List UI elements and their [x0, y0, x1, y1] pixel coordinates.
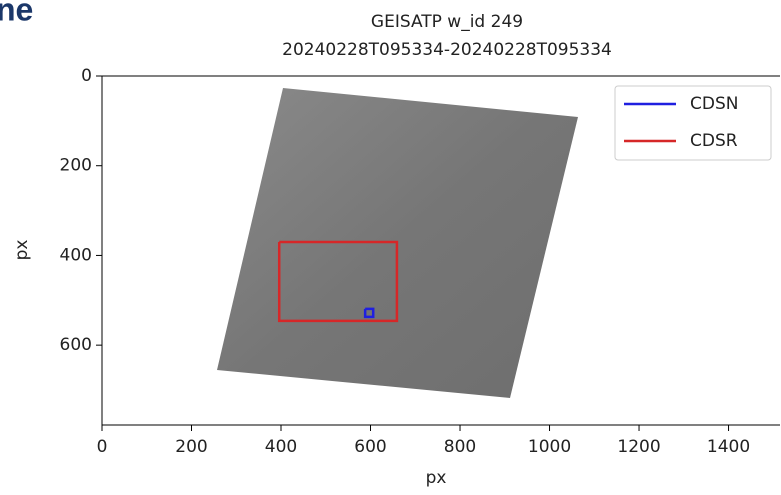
x-tick-label: 200: [175, 437, 207, 457]
legend-label: CDSR: [690, 131, 738, 151]
x-tick-label: 0: [97, 437, 108, 457]
y-tick-label: 0: [81, 66, 92, 86]
x-tick-label: 600: [354, 437, 386, 457]
x-tick-label: 1200: [617, 437, 660, 457]
chart: ne GEISATP w_id 249 20240228T095334-2024…: [0, 0, 781, 491]
y-tick-label: 400: [60, 245, 92, 265]
y-tick-label: 600: [60, 335, 92, 355]
x-tick-label: 400: [265, 437, 297, 457]
chart-title: GEISATP w_id 249: [371, 12, 523, 32]
y-tick-label: 200: [60, 156, 92, 176]
x-tick-label: 800: [444, 437, 476, 457]
x-tick-label: 1000: [528, 437, 571, 457]
x-axis-label: px: [426, 468, 447, 488]
y-axis-label: px: [12, 240, 32, 261]
chart-title: 20240228T095334-20240228T095334: [282, 40, 612, 60]
x-tick-label: 1400: [707, 437, 750, 457]
legend: CDSN CDSR: [615, 86, 771, 160]
legend-label: CDSN: [690, 94, 738, 114]
page-heading: ne: [0, 0, 33, 27]
